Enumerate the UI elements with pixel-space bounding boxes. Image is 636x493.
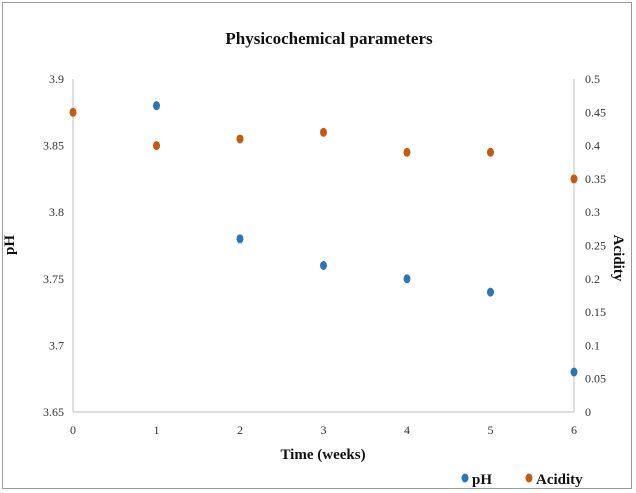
x-tick-labels: 0 1 2 3 4 5 6 <box>70 423 577 437</box>
acidity-point <box>320 127 327 137</box>
y2-tick-label: 0.15 <box>585 305 606 319</box>
legend-marker-acidity <box>525 473 533 483</box>
x-axis-label: Time (weeks) <box>280 447 365 463</box>
ph-point <box>153 101 160 111</box>
ph-point <box>320 260 327 270</box>
acidity-point <box>153 141 160 151</box>
ph-point <box>403 274 411 284</box>
x-tick-label: 1 <box>154 423 160 437</box>
chart-frame <box>2 2 632 489</box>
x-tick-label: 6 <box>571 423 577 437</box>
y-tick-label: 3.65 <box>43 405 64 419</box>
x-tick-label: 3 <box>321 423 327 437</box>
y2-axis-label: Acidity <box>610 235 626 282</box>
y2-tick-label: 0 <box>585 405 591 419</box>
y-axis-label: pH <box>2 235 18 255</box>
y-tick-label: 3.75 <box>43 272 64 286</box>
chart-title: Physicochemical parameters <box>225 29 433 48</box>
y-tick-labels: 3.65 3.7 3.75 3.8 3.85 3.9 <box>43 72 64 419</box>
legend-label-ph: pH <box>472 472 492 488</box>
acidity-point <box>403 147 411 157</box>
y-tick-label: 3.7 <box>49 338 64 352</box>
y2-tick-label: 0.3 <box>585 205 600 219</box>
ph-point <box>487 287 494 297</box>
ph-point <box>236 234 244 244</box>
acidity-point <box>487 147 494 157</box>
data-points <box>69 101 578 377</box>
x-tick-label: 4 <box>404 423 410 437</box>
acidity-point <box>69 107 77 117</box>
legend: pH Acidity <box>461 472 583 488</box>
y2-tick-label: 0.5 <box>585 72 600 86</box>
legend-marker-ph <box>461 473 469 483</box>
acidity-point <box>236 134 244 144</box>
y-tick-label: 3.85 <box>43 139 64 153</box>
x-tick-label: 2 <box>237 423 243 437</box>
ph-point <box>570 367 578 377</box>
y-tick-label: 3.9 <box>49 72 64 86</box>
y2-tick-label: 0.45 <box>585 105 606 119</box>
x-tick-label: 5 <box>488 423 494 437</box>
y2-tick-label: 0.4 <box>585 139 600 153</box>
y2-tick-label: 0.35 <box>585 172 606 186</box>
y2-tick-label: 0.05 <box>585 372 606 386</box>
y2-tick-label: 0.25 <box>585 239 606 253</box>
y-tick-label: 3.8 <box>49 205 64 219</box>
acidity-point <box>570 174 578 184</box>
x-tick-label: 0 <box>70 423 76 437</box>
y2-tick-label: 0.1 <box>585 338 600 352</box>
legend-label-acidity: Acidity <box>536 472 583 488</box>
y2-tick-labels: 0 0.05 0.1 0.15 0.2 0.25 0.3 0.35 0.4 0.45 0.5 <box>585 72 606 419</box>
y2-tick-label: 0.2 <box>585 272 600 286</box>
